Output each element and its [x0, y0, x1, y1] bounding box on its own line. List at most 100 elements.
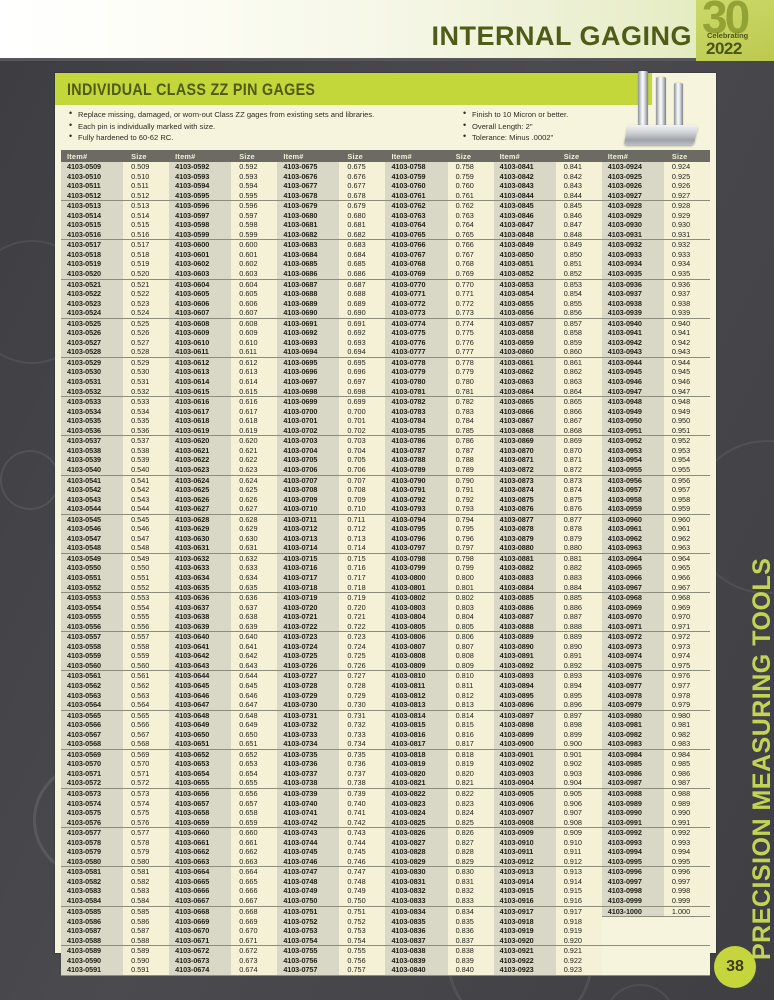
cell-item-number: 4103-0961	[601, 524, 664, 534]
cell-size-value: 0.609	[231, 328, 278, 338]
cell-size-value: 0.870	[555, 445, 602, 456]
cell-item-number: 4103-0876	[493, 504, 556, 515]
cell-item-number: 4103-0751	[277, 905, 340, 917]
cell-size-value: 0.668	[231, 905, 278, 917]
table-row: 4103-0532 0.532 4103-0615 0.615 4103-0698 0.6…	[61, 386, 710, 397]
cell-item-number: 4103-0795	[385, 524, 448, 534]
cell-item-number: 4103-0812	[385, 690, 448, 701]
cell-item-number: 4103-0969	[601, 602, 664, 613]
cell-item-number: 4103-0756	[277, 955, 340, 966]
cell-item-number: 4103-0944	[601, 356, 664, 368]
cell-item-number: 4103-0668	[169, 905, 232, 917]
cell-size-value: 0.743	[339, 827, 386, 838]
cell-item-number: 4103-0930	[601, 220, 664, 230]
cell-size-value: 0.712	[339, 524, 386, 534]
cell-item-number: 4103-0814	[385, 709, 448, 721]
cell-item-number: 4103-0904	[493, 778, 556, 789]
cell-item-number: 4103-0725	[277, 651, 340, 661]
cell-size-value: 0.837	[447, 935, 494, 946]
table-head: Item# Size Item# Size Item# Size Item# Size Item…	[61, 150, 710, 162]
cell-item-number: 4103-0779	[385, 367, 448, 378]
cell-item-number: 4103-0534	[61, 406, 124, 417]
cell-item-number: 4103-0526	[61, 328, 124, 338]
cell-size-value: 0.964	[663, 552, 710, 564]
cell-size-value: 0.784	[447, 416, 494, 426]
cell-item-number: 4103-0833	[385, 896, 448, 907]
cell-item-number: 4103-0730	[277, 700, 340, 711]
cell-size-value: 0.842	[555, 171, 602, 182]
table-row: 4103-0576 0.576 4103-0659 0.659 4103-0742 0.7…	[61, 817, 710, 828]
cell-item-number: 4103-0637	[169, 602, 232, 613]
cell-item-number: 4103-0600	[169, 239, 232, 250]
cell-size-value: 0.928	[663, 200, 710, 211]
cell-size-value: 0.703	[339, 435, 386, 446]
cell-size-value: 0.866	[555, 406, 602, 417]
cell-size-value: 0.956	[663, 474, 710, 486]
cell-item-number: 4103-0649	[169, 720, 232, 730]
cell-size-value: 0.639	[231, 621, 278, 632]
cell-item-number: 4103-0989	[601, 798, 664, 809]
cell-size-value: 0.610	[231, 337, 278, 348]
cell-size-value: 0.728	[339, 680, 386, 691]
cell-item-number: 4103-0929	[601, 210, 664, 221]
cell-size-value: 0.677	[339, 181, 386, 191]
cell-item-number: 4103-0776	[385, 337, 448, 348]
cell-item-number: 4103-0980	[601, 709, 664, 721]
table-row: 4103-0536 0.536 4103-0619 0.619 4103-0702 0.7…	[61, 425, 710, 436]
cell-size-value: 0.737	[339, 768, 386, 779]
table-row: 4103-0530 0.530 4103-0613 0.613 4103-0696 0.6…	[61, 367, 710, 378]
cell-item-number: 4103-0958	[601, 494, 664, 505]
cell-item-number: 4103-0952	[601, 435, 664, 446]
cell-size-value: 0.591	[123, 965, 170, 976]
cell-size-value: 0.993	[663, 837, 710, 848]
cell-size-value: 0.876	[555, 504, 602, 515]
cell-empty	[601, 926, 664, 936]
cell-size-value: 0.552	[123, 582, 170, 593]
cell-item-number: 4103-0786	[385, 435, 448, 446]
cell-size-value: 0.899	[555, 729, 602, 740]
cell-size-value: 0.681	[339, 220, 386, 230]
cell-item-number: 4103-0956	[601, 474, 664, 486]
cell-size-value: 0.856	[555, 308, 602, 319]
cell-size-value: 0.568	[123, 739, 170, 750]
cell-item-number: 4103-0737	[277, 768, 340, 779]
table-row: 4103-0564 0.564 4103-0647 0.647 4103-0730 0.7…	[61, 700, 710, 711]
cell-item-number: 4103-0689	[277, 298, 340, 309]
cell-size-value: 0.997	[663, 876, 710, 887]
cell-item-number: 4103-0832	[385, 886, 448, 897]
table-header-item: Item#	[61, 150, 124, 162]
cell-item-number: 4103-0809	[385, 660, 448, 671]
cell-item-number: 4103-0616	[169, 396, 232, 407]
cell-item-number: 4103-0535	[61, 416, 124, 426]
cell-size-value: 0.949	[663, 406, 710, 417]
cell-size-value: 0.562	[123, 680, 170, 691]
cell-size-value: 0.880	[555, 543, 602, 554]
cell-item-number: 4103-0829	[385, 856, 448, 867]
cell-size-value: 0.618	[231, 416, 278, 426]
cell-item-number: 4103-0538	[61, 445, 124, 456]
table-row: 4103-0580 0.580 4103-0663 0.663 4103-0746 0.7…	[61, 856, 710, 867]
table-header-size: Size	[555, 150, 602, 162]
cell-size-value: 0.900	[555, 739, 602, 750]
table-row: 4103-0559 0.559 4103-0642 0.642 4103-0725 0.7…	[61, 651, 710, 661]
cell-item-number: 4103-0605	[169, 289, 232, 299]
cell-item-number: 4103-0950	[601, 416, 664, 426]
cell-size-value: 0.511	[123, 181, 170, 191]
cell-item-number: 4103-0644	[169, 670, 232, 681]
cell-item-number: 4103-0556	[61, 621, 124, 632]
cell-size-value: 0.813	[447, 700, 494, 711]
cell-size-value: 0.657	[231, 798, 278, 809]
cell-item-number: 4103-0716	[277, 563, 340, 573]
cell-item-number: 4103-0808	[385, 651, 448, 661]
cell-item-number: 4103-0998	[601, 886, 664, 897]
cell-size-value: 0.853	[555, 278, 602, 290]
cell-size-value: 0.807	[447, 641, 494, 652]
table-row: 4103-0566 0.566 4103-0649 0.649 4103-0732 0.7…	[61, 720, 710, 730]
cell-item-number: 4103-0874	[493, 485, 556, 495]
cell-size-value: 0.885	[555, 592, 602, 603]
cell-size-value: 0.697	[339, 377, 386, 387]
cell-size-value: 0.941	[663, 328, 710, 338]
cell-item-number: 4103-0783	[385, 406, 448, 417]
cell-item-number: 4103-0707	[277, 474, 340, 486]
cell-size-value: 0.869	[555, 435, 602, 446]
